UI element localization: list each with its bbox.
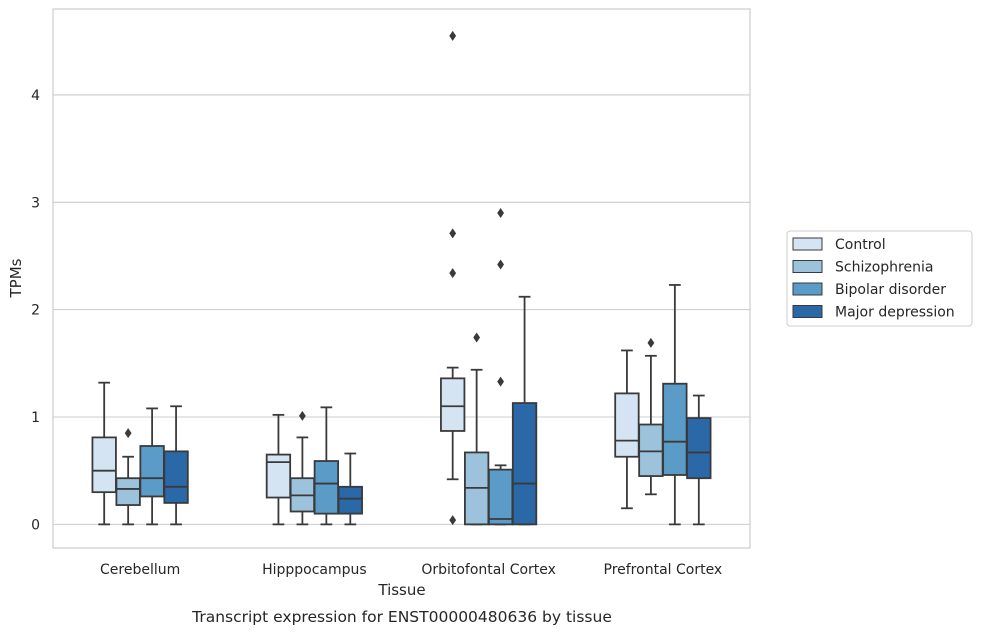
- outlier-point: [497, 208, 505, 219]
- y-tick-label: 3: [31, 195, 40, 211]
- outlier-point: [449, 30, 457, 41]
- x-tick-label: Hipppocampus: [262, 562, 367, 578]
- box-major-depression-2: [511, 295, 538, 526]
- box-schizophrenia-2: [464, 332, 490, 526]
- box-iqr: [440, 377, 466, 432]
- box-iqr: [614, 392, 640, 458]
- legend-entry-label: Schizophrenia: [835, 260, 933, 276]
- box-iqr: [662, 382, 688, 476]
- legend-swatch: [792, 305, 823, 318]
- y-tick-label: 2: [31, 303, 40, 319]
- x-tick-label: Cerebellum: [100, 562, 180, 578]
- box-iqr: [91, 436, 117, 494]
- box-iqr: [139, 445, 165, 498]
- x-tick-label: Orbitofontal Cortex: [421, 562, 556, 578]
- box-major-depression-1: [337, 452, 363, 526]
- outlier-point: [449, 228, 457, 239]
- x-axis-title: Tissue: [377, 581, 425, 599]
- outlier-point: [124, 428, 132, 439]
- outlier-point: [449, 515, 457, 526]
- box-iqr: [686, 417, 712, 480]
- chart-caption: Transcript expression for ENST0000048063…: [191, 608, 612, 626]
- box-groups: [91, 30, 712, 526]
- box-iqr: [337, 485, 363, 515]
- legend-entry-label: Major depression: [835, 305, 955, 321]
- outlier-point: [298, 410, 306, 421]
- box-control-0: [91, 381, 117, 526]
- box-schizophrenia-3: [638, 337, 664, 496]
- y-axis-ticks: 0 1 2 3 4: [31, 88, 40, 533]
- y-tick-label: 0: [31, 517, 40, 533]
- legend-swatch: [792, 237, 823, 251]
- box-control-1: [265, 413, 292, 526]
- legend-swatch: [792, 260, 823, 273]
- x-tick-label: Prefrontal Cortex: [604, 562, 723, 578]
- box-iqr: [511, 402, 538, 526]
- outlier-point: [497, 376, 505, 387]
- box-schizophrenia-0: [115, 428, 141, 526]
- box-control-2: [440, 30, 466, 526]
- box-iqr: [115, 477, 141, 506]
- y-axis-title: TPMs: [7, 258, 25, 298]
- legend-entry-label: Control: [835, 237, 886, 253]
- box-iqr: [313, 460, 339, 515]
- box-iqr: [638, 423, 664, 477]
- box-control-3: [614, 349, 640, 510]
- legend-frame: [786, 230, 973, 327]
- box-bipolar-disorder-0: [139, 407, 165, 526]
- box-iqr: [163, 450, 189, 504]
- box-iqr: [487, 468, 514, 526]
- legend-swatch: [792, 282, 823, 296]
- outlier-point: [647, 337, 655, 348]
- outlier-point: [449, 268, 457, 279]
- y-tick-label: 1: [31, 410, 40, 426]
- box-major-depression-0: [163, 405, 189, 526]
- x-axis-ticks: Cerebellum Hipppocampus Orbitofontal Corte…: [100, 562, 722, 578]
- outlier-point: [473, 332, 481, 343]
- y-tick-label: 4: [31, 88, 40, 104]
- outlier-point: [497, 259, 505, 270]
- box-iqr: [265, 453, 292, 499]
- legend: Control Schizophrenia Bipolar disorder Majo…: [786, 230, 973, 327]
- box-major-depression-3: [686, 394, 712, 526]
- legend-entry-label: Bipolar disorder: [835, 282, 946, 298]
